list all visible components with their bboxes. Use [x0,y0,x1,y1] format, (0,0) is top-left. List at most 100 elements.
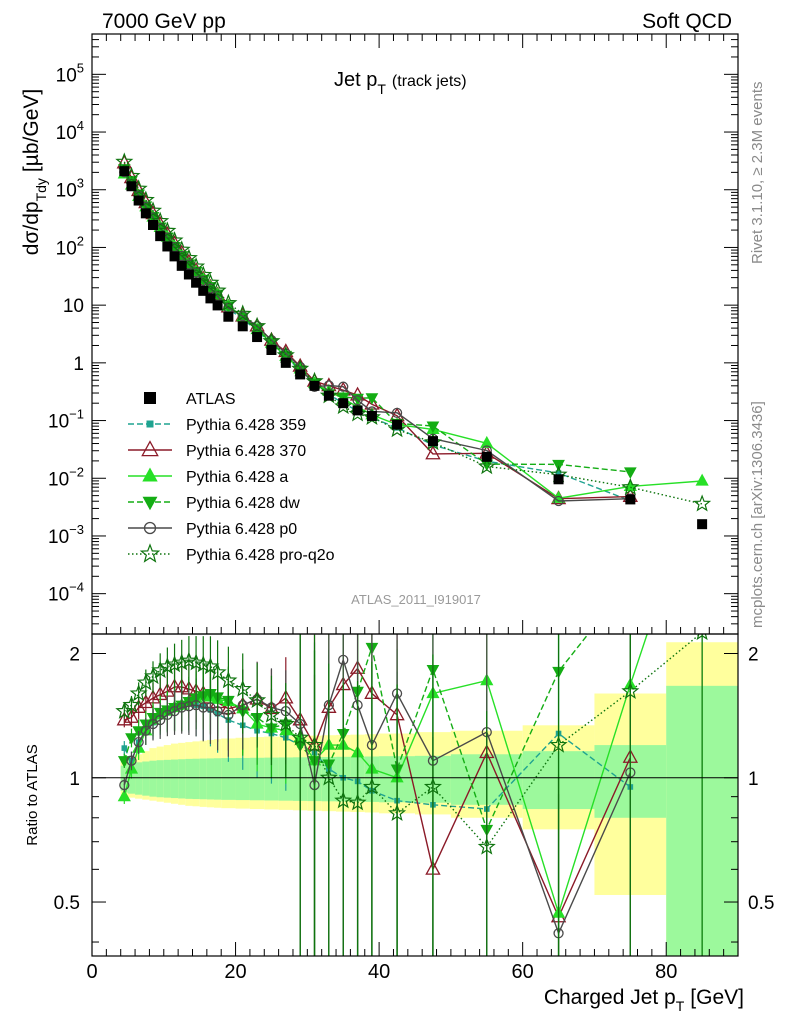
series-ratio-point [130,698,147,713]
ratio-band-inner-bin [185,758,193,799]
ratio-band-inner-bin [221,758,236,800]
atlas-data-point [148,219,159,230]
main-curves [115,152,712,530]
series-main-point [348,404,367,422]
legend-entry: ATLAS [144,391,236,408]
atlas-data-point [481,451,492,462]
atlas-data-point [252,332,263,343]
legend-marker [146,420,154,428]
series-ratio-point [155,714,166,726]
legend: ATLAS Pythia 6.428 359 Pythia 6.428 370 Pyt… [128,391,335,564]
series-ratio-point [219,671,238,689]
series-main-point [115,152,134,170]
series-ratio-point [133,736,144,748]
ratio-tick-label-right: 2 [748,645,759,666]
legend-label: Pythia 6.428 a [186,469,288,486]
legend-label: Pythia 6.428 pro-q2o [186,547,335,564]
series-main-point [194,265,213,283]
ratio-band-inner-bin [163,759,171,798]
series-main-point [426,421,440,434]
series-main-point [391,407,403,418]
legend-marker [141,440,159,457]
series-main-point [158,221,177,239]
atlas-data-point [697,519,708,530]
series-ratio-point [338,654,349,666]
y-tick-label: 10−1 [48,407,84,433]
series-main-point [262,331,281,349]
series-ratio-point [143,666,163,685]
series-atlas-points [119,166,708,530]
series-ratio-point [176,702,187,713]
ratio-band-inner-bin [142,761,150,796]
series-ratio-point [165,655,184,673]
series-ratio-point [233,679,252,697]
chart-title: Jet pT (track jets) [334,69,467,97]
y-tick-label: 10−2 [48,464,84,490]
atlas-data-point [295,369,306,380]
ratio-band-inner-bin [135,762,143,795]
y-axis-label-sub: Tdy [33,178,49,201]
legend-marker [142,496,158,511]
series-ratio-point [190,699,202,711]
x-tick-label: 20 [224,961,246,983]
ratio-tick-label: 1 [69,769,80,790]
series-ratio-point [138,694,154,709]
series-ratio-point [276,714,295,732]
series-ratio-point [305,735,324,753]
series-ratio-point [126,755,137,766]
ratio-tick-label-right: 1 [748,769,759,790]
atlas-data-point [198,285,209,296]
chart-title-main: Jet p [334,69,377,91]
atlas-data-point [176,260,187,271]
mcplots-label: mcplots.cern.ch [arXiv:1306.3436] [749,401,766,628]
legend-entry: Pythia 6.428 a [128,467,288,486]
series-ratio-point [477,837,496,855]
y-tick-label: 104 [56,118,84,144]
series-ratio-point [248,690,267,709]
series-ratio-point [140,725,151,736]
legend-label: ATLAS [186,391,236,408]
ratio-band-inner-bin [199,758,207,800]
ratio-tick-label: 0.5 [54,893,80,914]
atlas-data-point [162,241,173,252]
y-axis-label: dσ/dpTdy [µb/GeV] [20,89,49,256]
ratio-band-inner-bin [178,759,186,799]
atlas-data-point [205,293,216,304]
series-ratio-point [158,657,177,675]
series-ratio-point [262,705,281,723]
legend-entry: Pythia 6.428 dw [128,495,300,512]
ratio-band-inner-bin [214,758,222,800]
rivet-label: Rivet 3.1.10, ≥ 2.3M events [749,82,766,265]
series-main-point [388,420,407,438]
legend-marker [144,392,156,404]
y-tick-label: 10−3 [48,522,84,548]
x-axis-label-sub: T [676,998,685,1014]
series-main-point [623,467,637,479]
legend-entry: Pythia 6.428 359 [128,417,306,434]
axis-ticks [91,33,739,956]
ratio-plot-frame [91,633,739,957]
ratio-tick-label: 2 [69,645,80,666]
series-main-point [695,473,709,486]
series-ratio-line [123,657,631,936]
series-main-point [425,445,441,460]
y-tick-label: 10−4 [48,580,84,606]
series-ratio-point [348,793,367,811]
series-ratio-line [124,667,631,919]
x-axis-label-unit: [GeV] [690,986,744,1009]
ratio-band-inner-bin [249,757,265,801]
series-main-point [338,381,349,392]
series-main-point [179,248,198,266]
atlas-data-point [392,419,403,430]
ratio-tick-label-right: 0.5 [748,893,774,914]
atlas-data-point [183,269,194,280]
series-main-line [123,161,703,505]
atlas-data-point [338,398,349,409]
header-left: 7000 GeV pp [102,10,226,33]
atlas-data-point [223,311,234,322]
y-tick-label: 105 [56,60,84,86]
series-ratio-point [696,634,708,641]
legend-marker [139,543,161,563]
series-ratio-6 [115,634,708,956]
